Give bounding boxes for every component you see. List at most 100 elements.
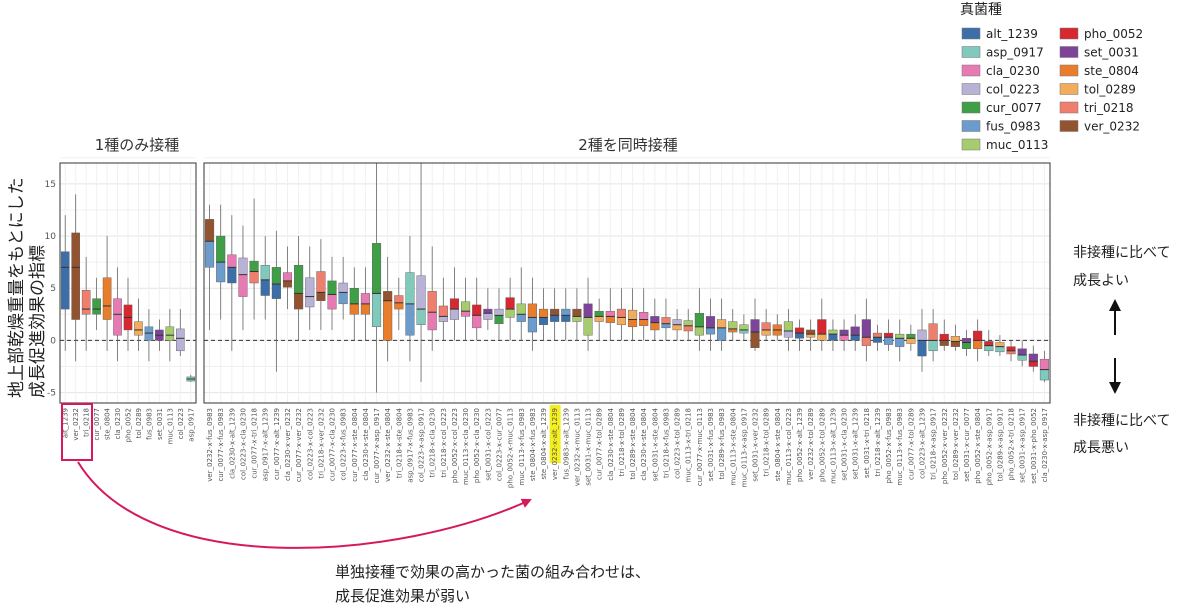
box-upper-half [639,312,649,320]
box-upper-half [717,319,727,329]
box-lower-half [383,300,393,341]
box-tri_0218-x-fus_0983: tri_0218-x-fus_0983 [661,298,671,478]
box-tol_0289-x-ste_0804: tol_0289-x-ste_0804 [628,288,638,480]
highlight-mark [549,405,561,463]
box-lower-half [349,303,359,315]
box-upper-half [305,277,315,297]
x-tick-label: ver_0232-x-fus_0983 [206,408,214,482]
box-upper-half [561,308,571,316]
box-ver_0232-x-muc_0113: ver_0232-x-muc_0113 [572,288,582,486]
box-set_0031-x-alt_1239: set_0031-x-alt_1239 [850,314,860,480]
box-upper-half [238,257,248,275]
x-tick-label: set_0031-x-muc_0113 [585,408,593,486]
x-tick-label: tri_0218 [83,408,91,437]
box-lower-half [249,271,259,284]
x-tick-label: tol_0289-x-ver_0232 [952,408,960,480]
x-tick-label: cur_0077-x-fus_0983 [217,408,225,482]
box-lower-half [472,315,482,329]
box-tri_0218-x-tol_0289: tri_0218-x-tol_0289 [761,309,771,476]
box-col_0223-x-fus_0983: col_0223-x-fus_0983 [338,256,348,480]
box-upper-half [102,277,112,307]
box-upper-half [661,317,671,324]
box-lower-half [113,314,122,336]
x-tick-label: set_0031-x-ste_0804 [651,407,659,481]
box-upper-half [1039,358,1049,370]
box-lower-half [628,319,638,328]
box-lower-half [1028,361,1038,367]
box-tol_0289-x-fus_0983: tol_0289-x-fus_0983 [717,298,727,479]
x-tick-label: set_0031-x-tri_0218 [863,408,871,478]
x-tick-label: tri_0218-x-tol_0289 [618,408,626,476]
box-ste_0804-x-alt_1239: ste_0804-x-alt_1239 [538,288,549,480]
box-col_0223: col_0223 [176,309,185,439]
x-tick-label: set_0031-x-pho_0052 [1030,408,1038,484]
box-upper-half [995,342,1005,347]
box-lower-half [950,341,960,347]
box-tri_0218: tri_0218 [81,256,91,437]
legend-swatch [961,27,981,40]
x-tick-label: set_0031-x-cla_0230 [841,408,849,481]
x-tick-label: ver_0232 [72,408,80,441]
x-tick-label: set_0031 [156,408,164,440]
box-lower-half [102,305,112,320]
x-tick-label: tri_0218-x-fus_0983 [662,408,670,478]
x-tick-label: cur_0077 [93,408,101,440]
box-upper-half [71,232,80,268]
box-upper-half [628,309,638,320]
box-lower-half [260,279,270,296]
box-lower-half [917,340,927,357]
box-upper-half [906,333,916,339]
panel-title-double: 2種を同時接種 [578,136,678,154]
box-pho_0052: pho_0052 [123,277,133,442]
box-cla_0230-x-ver_0232: cla_0230-x-ver_0232 [282,246,293,481]
legend-swatch [1059,64,1079,77]
box-fus_0983: fus_0983 [144,309,154,440]
box-cur_0077-x-ver_0232: cur_0077-x-ver_0232 [294,236,304,482]
box-upper-half [483,308,493,314]
callout-box [61,403,93,461]
box-upper-half [861,319,871,338]
x-tick-label: muc_0113-x-ste_0804 [729,407,737,485]
x-tick-label: col_0223-x-alt_1239 [918,408,926,479]
x-tick-label: fus_0983-x-alt_1239 [562,408,570,479]
box-cla_0230-x-ste_0804: cla_0230-x-ste_0804 [605,288,615,481]
box-muc_0113-x-tri_0218: muc_0113-x-tri_0218 [683,309,693,483]
legend-swatch [961,101,981,114]
box-ver_0232-x-ste_0804: ver_0232-x-ste_0804 [383,256,393,482]
legend-label: fus_0983 [986,120,1041,134]
box-tol_0289: tol_0289 [134,298,143,438]
side-note-upper-line2: 成長よい [1073,273,1129,289]
box-lower-half [449,308,460,320]
x-tick-label: cur_0077-x-alt_1239 [273,408,281,480]
box-cur_0077-x-fus_0983: cur_0077-x-fus_0983 [216,204,226,482]
box-lower-half [294,293,304,310]
box-upper-half [144,326,154,334]
x-tick-label: muc_0113-x-col_0223 [785,408,793,485]
box-upper-half [616,308,626,318]
box-lower-half [494,315,504,324]
box-lower-half [672,324,682,331]
box-upper-half [405,272,415,305]
box-pho_0052-x-fus_0983: pho_0052-x-fus_0983 [884,319,894,484]
x-tick-label: cur_0077-x-asp_0917 [373,408,381,483]
legend-label: tol_0289 [1084,83,1136,97]
box-muc_0113-x-asp_0917: muc_0113-x-asp_0917 [739,314,749,487]
legend-label: col_0223 [986,83,1040,97]
box-lower-half [282,280,293,288]
legend-label: asp_0917 [986,46,1044,60]
box-asp_0917-x-fus_0983: asp_0917-x-fus_0983 [405,236,415,483]
box-upper-half [895,333,905,339]
callout-arrow-icon [77,461,532,549]
panel-1: ver_0232-x-fus_0983 cur_0077-x-fus_0983 cl… [203,157,1051,488]
box-upper-half [155,329,164,336]
box-cla_0230-x-asp_0917: cla_0230-x-asp_0917 [1039,350,1049,482]
box-lower-half [461,310,471,317]
side-note-upper: 非接種に比べて 成長よい [1073,244,1170,289]
box-lower-half [650,322,660,331]
x-tick-label: tri_0218-x-asp_0917 [930,408,938,480]
legend-label: tri_0218 [1084,101,1134,115]
x-tick-label: tol_0289-x-fus_0983 [718,408,726,479]
box-upper-half [461,301,471,312]
box-upper-half [961,338,972,343]
legend-label: ver_0232 [1084,120,1140,134]
